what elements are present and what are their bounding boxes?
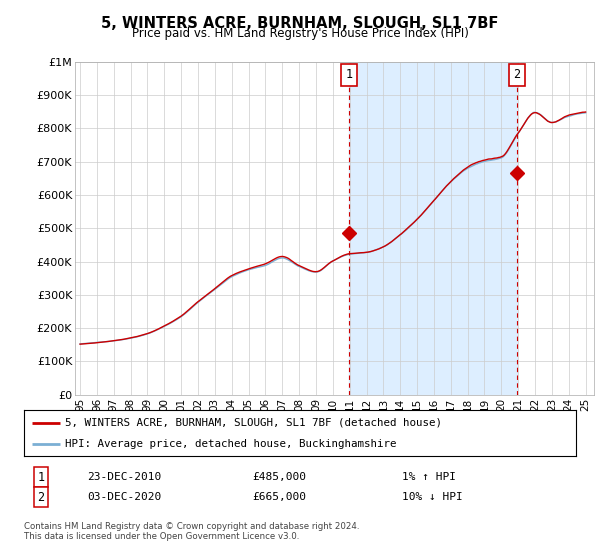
Text: HPI: Average price, detached house, Buckinghamshire: HPI: Average price, detached house, Buck…	[65, 439, 397, 449]
Text: 23-DEC-2010: 23-DEC-2010	[87, 472, 161, 482]
Bar	[349, 62, 517, 395]
Text: £485,000: £485,000	[252, 472, 306, 482]
Text: 2: 2	[37, 491, 44, 504]
Text: 5, WINTERS ACRE, BURNHAM, SLOUGH, SL1 7BF (detached house): 5, WINTERS ACRE, BURNHAM, SLOUGH, SL1 7B…	[65, 418, 442, 428]
Text: 10% ↓ HPI: 10% ↓ HPI	[402, 492, 463, 502]
Text: £665,000: £665,000	[252, 492, 306, 502]
Text: 2: 2	[513, 68, 520, 81]
Text: 1% ↑ HPI: 1% ↑ HPI	[402, 472, 456, 482]
Text: Price paid vs. HM Land Registry's House Price Index (HPI): Price paid vs. HM Land Registry's House …	[131, 27, 469, 40]
Text: 1: 1	[346, 68, 353, 81]
Text: 1: 1	[37, 470, 44, 484]
Text: 5, WINTERS ACRE, BURNHAM, SLOUGH, SL1 7BF: 5, WINTERS ACRE, BURNHAM, SLOUGH, SL1 7B…	[101, 16, 499, 31]
Text: Contains HM Land Registry data © Crown copyright and database right 2024.
This d: Contains HM Land Registry data © Crown c…	[24, 522, 359, 542]
Text: 03-DEC-2020: 03-DEC-2020	[87, 492, 161, 502]
